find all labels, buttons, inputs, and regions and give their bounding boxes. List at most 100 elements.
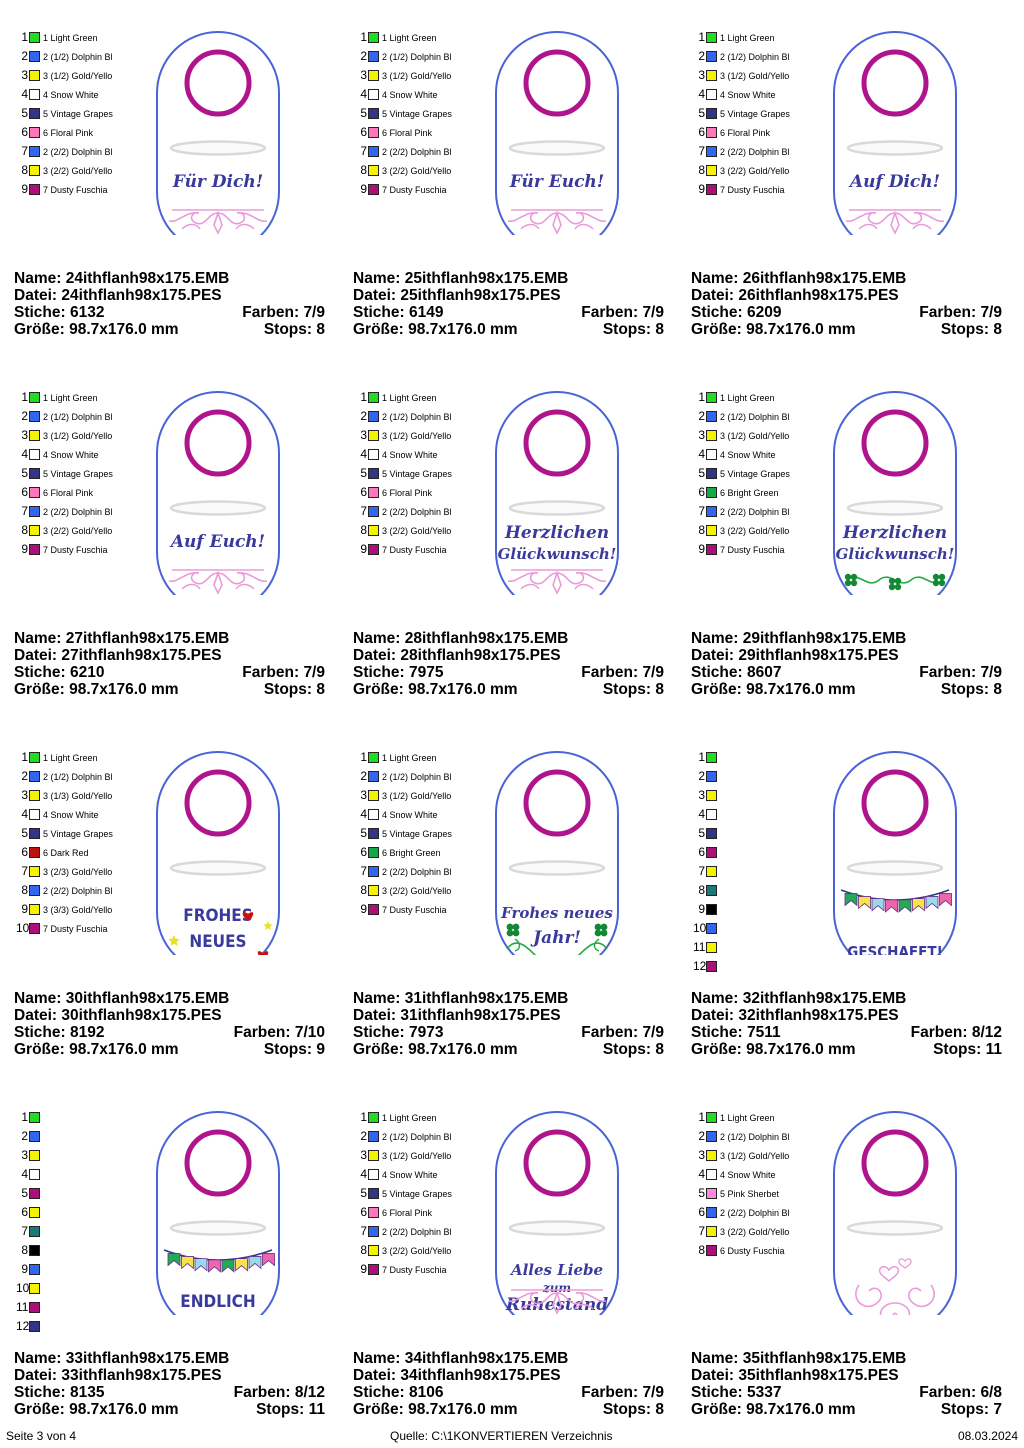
size-label: Größe: — [353, 681, 404, 698]
hanger-ring — [861, 1129, 929, 1197]
design-card: 1 1 Light Green 2 2 (1/2) Dolphin Bl 3 3 (1/2… — [339, 720, 677, 1080]
color-row: 1 1 Light Green — [693, 28, 833, 47]
color-row: 6 6 Floral Pink — [16, 123, 156, 142]
color-row: 2 2 (1/2) Dolphin Bl — [16, 47, 156, 66]
pes-file-name: 35ithflanh98x175.PES — [738, 1367, 899, 1384]
color-name: 2 (2/2) Dolphin Bl — [720, 1207, 790, 1218]
source-path: Quelle: C:\1KONVERTIEREN Verzeichnis — [390, 1429, 613, 1443]
color-index: 7 — [360, 144, 367, 158]
file-line: Datei: 28ithflanh98x175.PES — [353, 647, 664, 664]
color-name: 6 Floral Pink — [382, 487, 433, 498]
file-line: Datei: 33ithflanh98x175.PES — [14, 1367, 325, 1384]
file-name: 29ithflanh98x175.EMB — [742, 630, 907, 647]
colors-label: Farben: — [242, 664, 300, 681]
design-info: Name: 28ithflanh98x175.EMB Datei: 28ithfl… — [353, 630, 664, 698]
decoration-motif — [507, 1289, 607, 1315]
color-index: 4 — [698, 807, 705, 821]
color-swatch — [706, 544, 717, 555]
file-name: 33ithflanh98x175.EMB — [65, 1350, 230, 1367]
color-row: 1 1 Light Green — [355, 748, 495, 767]
size-line: Größe: 98.7x176.0 mm Stops: 11 — [691, 1041, 1002, 1058]
color-row: 7 — [693, 862, 833, 881]
color-count: 7/9 — [303, 304, 325, 321]
color-swatch — [368, 790, 379, 801]
design-size: 98.7x176.0 mm — [408, 321, 518, 338]
stitch-count: 7511 — [747, 1024, 781, 1041]
color-index: 1 — [698, 390, 705, 404]
color-index: 4 — [21, 1167, 28, 1181]
color-index: 5 — [21, 466, 28, 480]
color-index: 3 — [21, 788, 28, 802]
name-label: Name: — [353, 630, 401, 647]
color-name: 2 (1/2) Dolphin Bl — [43, 411, 113, 422]
decoration-motif — [855, 1258, 935, 1315]
color-count: 7/9 — [642, 1384, 664, 1401]
color-swatch — [368, 544, 379, 555]
color-index: 7 — [360, 504, 367, 518]
color-swatch — [706, 525, 717, 536]
color-row: 1 — [693, 748, 833, 767]
color-row: 4 4 Snow White — [16, 85, 156, 104]
color-name: 2 (2/2) Dolphin Bl — [382, 866, 452, 877]
pes-file-name: 25ithflanh98x175.PES — [400, 287, 561, 304]
design-preview: GESCHAFFT! — [833, 751, 957, 955]
color-name: 2 (2/2) Dolphin Bl — [382, 506, 452, 517]
name-label: Name: — [691, 990, 739, 1007]
color-row: 5 5 Vintage Grapes — [355, 464, 495, 483]
color-swatch — [368, 127, 379, 138]
stitches-line: Stiche: 6210 Farben: 7/9 — [14, 664, 325, 681]
color-swatch — [706, 790, 717, 801]
file-line: Datei: 31ithflanh98x175.PES — [353, 1007, 664, 1024]
color-name: 2 (1/2) Dolphin Bl — [720, 411, 790, 422]
color-row: 4 4 Snow White — [693, 1165, 833, 1184]
color-row: 2 2 (1/2) Dolphin Bl — [355, 47, 495, 66]
color-row: 5 5 Vintage Grapes — [355, 104, 495, 123]
color-name: 3 (2/2) Gold/Yello — [382, 885, 452, 896]
color-row: 8 2 (2/2) Dolphin Bl — [16, 881, 156, 900]
file-label: Datei: — [353, 647, 397, 664]
color-row: 7 2 (2/2) Dolphin Bl — [693, 142, 833, 161]
color-swatch — [706, 1131, 717, 1142]
stitches-label: Stiche: — [691, 1024, 743, 1041]
color-index: 9 — [21, 542, 28, 556]
color-swatch — [706, 70, 717, 81]
color-name: 2 (1/2) Dolphin Bl — [43, 771, 113, 782]
color-row: 7 2 (2/2) Dolphin Bl — [355, 502, 495, 521]
color-row: 12 — [16, 1317, 156, 1336]
color-name: 1 Light Green — [720, 32, 775, 43]
design-size: 98.7x176.0 mm — [69, 321, 179, 338]
color-index: 6 — [698, 845, 705, 859]
color-name: 2 (1/2) Dolphin Bl — [720, 51, 790, 62]
color-name: 3 (1/2) Gold/Yello — [382, 430, 452, 441]
stitches-label: Stiche: — [14, 1384, 66, 1401]
color-index: 9 — [21, 1262, 28, 1276]
file-label: Datei: — [691, 647, 735, 664]
color-index: 1 — [21, 750, 28, 764]
color-index: 10 — [16, 921, 30, 935]
color-index: 4 — [698, 87, 705, 101]
stitch-count: 6210 — [70, 664, 105, 681]
design-preview: Frohes neues Jahr! — [495, 751, 619, 955]
color-row: 3 3 (1/2) Gold/Yello — [355, 66, 495, 85]
color-index: 1 — [698, 30, 705, 44]
color-swatch — [706, 108, 717, 119]
color-index: 1 — [360, 750, 367, 764]
color-index: 7 — [698, 144, 705, 158]
color-index: 6 — [21, 125, 28, 139]
size-label: Größe: — [14, 1041, 65, 1058]
color-swatch — [706, 961, 717, 972]
color-swatch — [29, 184, 40, 195]
stitches-label: Stiche: — [353, 1384, 405, 1401]
color-swatch — [706, 809, 717, 820]
stitches-label: Stiche: — [353, 664, 405, 681]
color-index: 3 — [21, 1148, 28, 1162]
color-name: 3 (1/2) Gold/Yello — [382, 790, 452, 801]
stitches-line: Stiche: 7511 Farben: 8/12 — [691, 1024, 1002, 1041]
color-list: 1 1 Light Green 2 2 (1/2) Dolphin Bl 3 3 (1/2… — [693, 1108, 833, 1260]
design-text: NEUES — [189, 932, 246, 952]
color-swatch — [368, 1207, 379, 1218]
stitch-count: 6149 — [409, 304, 444, 321]
design-info: Name: 30ithflanh98x175.EMB Datei: 30ithfl… — [14, 990, 325, 1058]
design-card: 1 1 Light Green 2 2 (1/2) Dolphin Bl 3 3 (1/2… — [339, 360, 677, 720]
color-row: 6 6 Dark Red — [16, 843, 156, 862]
